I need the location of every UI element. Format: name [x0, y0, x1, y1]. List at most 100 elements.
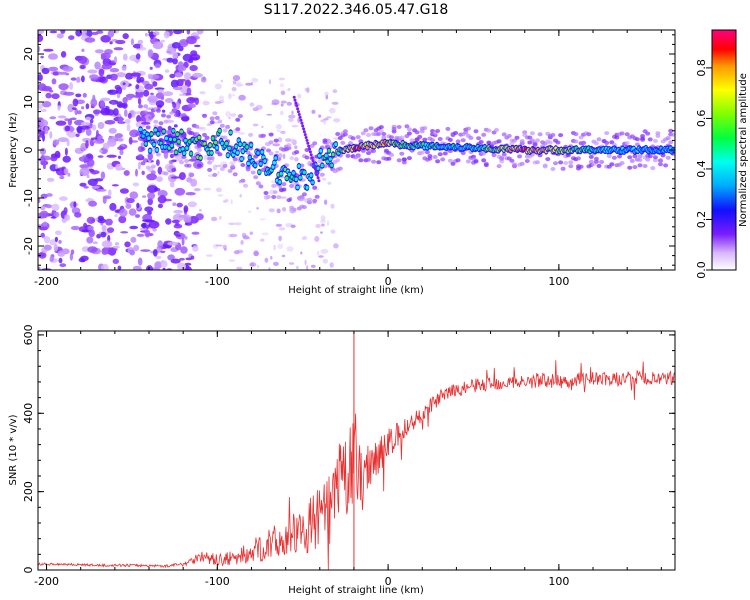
noise-blob: [159, 194, 165, 200]
noise-blob: [294, 157, 299, 162]
streak-cell: [308, 150, 312, 154]
noise-blob: [97, 215, 104, 221]
noise-blob: [256, 265, 260, 268]
noise-blob: [229, 233, 238, 238]
noise-blob: [91, 31, 99, 36]
noise-blob: [320, 249, 329, 254]
band-cell: [663, 163, 669, 168]
noise-blob: [199, 209, 202, 212]
noise-blob: [214, 83, 222, 90]
noise-blob: [172, 102, 177, 109]
band-cell: [453, 131, 459, 135]
noise-blob: [128, 136, 133, 145]
noise-blob: [69, 252, 74, 261]
noise-blob: [43, 236, 51, 244]
colorbar-label: Normalized spectral amplitude: [738, 73, 749, 227]
band-cell: [155, 152, 161, 157]
ridge-cell: [311, 180, 315, 185]
noise-blob: [277, 243, 284, 250]
noise-blob: [230, 199, 233, 205]
ridge-cell: [171, 129, 175, 133]
noise-blob: [91, 185, 100, 189]
noise-blob: [135, 84, 140, 90]
noise-blob: [101, 248, 108, 255]
ridge-cell: [138, 127, 143, 132]
band-cell: [171, 167, 177, 172]
band-cell: [317, 159, 323, 164]
noise-blob: [57, 71, 68, 75]
noise-blob: [171, 219, 180, 224]
colorbar-ticks: 0.0 0.2 0.4 0.6 0.8: [695, 59, 712, 279]
band-cell: [404, 124, 410, 129]
spectrogram-x-ticks: -200 -100 0 100: [34, 30, 662, 288]
noise-blob: [152, 41, 164, 50]
snr-y-ticks: 0 200 400 600: [22, 324, 675, 574]
band-cell: [207, 160, 213, 165]
band-cell: [496, 139, 502, 144]
band-cell: [209, 116, 215, 121]
streak-cell: [299, 118, 303, 122]
noise-blob: [259, 218, 266, 221]
noise-blob: [39, 210, 49, 219]
noise-blob: [172, 86, 183, 91]
noise-blob: [135, 214, 140, 218]
noise-blob: [79, 182, 87, 187]
ridge-cell: [179, 129, 184, 134]
noise-blob: [109, 68, 120, 73]
noise-blob: [43, 244, 52, 251]
noise-blob: [105, 218, 113, 226]
colorbar: 0.0 0.2 0.4 0.6 0.8 Normalized spectral ampl…: [695, 29, 749, 279]
band-cell: [514, 135, 520, 140]
noise-blob: [268, 208, 275, 213]
ridge-cell: [327, 148, 331, 153]
ridge-cell: [214, 140, 218, 145]
band-cell: [478, 140, 484, 144]
noise-blob: [276, 129, 281, 132]
noise-blob: [62, 66, 74, 72]
spectrogram-y-ticks: -20 -10 0 10 20: [22, 34, 675, 266]
ridge-cell: [263, 159, 267, 163]
band-cell: [209, 120, 215, 125]
noise-blob: [279, 196, 287, 199]
noise-blob: [51, 203, 60, 211]
band-cell: [406, 127, 412, 132]
noise-blob: [215, 244, 223, 247]
band-cell: [568, 164, 574, 169]
noise-blob: [45, 204, 53, 209]
ridge-cell: [208, 143, 212, 147]
band-cell: [619, 161, 625, 165]
noise-blob: [291, 110, 294, 115]
noise-blob: [136, 202, 140, 209]
noise-blob: [174, 72, 183, 78]
ridge-cell: [298, 175, 302, 180]
band-cell: [304, 155, 310, 160]
noise-blob: [82, 137, 91, 143]
snr-y-label: SNR (10 * v/v): [8, 414, 19, 485]
noise-blob: [301, 237, 308, 240]
noise-blob: [38, 134, 44, 138]
noise-blob: [129, 249, 136, 256]
y-tick-label: -20: [22, 237, 35, 255]
band-cell: [581, 140, 587, 145]
band-cell: [468, 135, 474, 140]
band-cell: [186, 163, 192, 168]
band-cell: [542, 164, 548, 169]
noise-blob: [329, 262, 334, 268]
ridge-cell: [309, 173, 313, 178]
band-cell: [243, 183, 248, 188]
band-cell: [389, 152, 394, 157]
y-tick-label: 200: [22, 481, 35, 502]
noise-blob: [276, 208, 281, 214]
ridge-cell: [234, 144, 238, 149]
band-cell: [214, 115, 220, 120]
ridge-cell: [297, 164, 301, 168]
noise-blob: [323, 120, 327, 125]
spectrogram-marks: [38, 30, 675, 270]
ridge-cell: [294, 177, 298, 182]
band-cell: [512, 162, 517, 167]
band-cell: [465, 126, 471, 131]
band-cell: [322, 138, 328, 143]
noise-blob: [55, 120, 67, 126]
noise-blob: [38, 103, 43, 110]
band-cell: [614, 135, 620, 140]
